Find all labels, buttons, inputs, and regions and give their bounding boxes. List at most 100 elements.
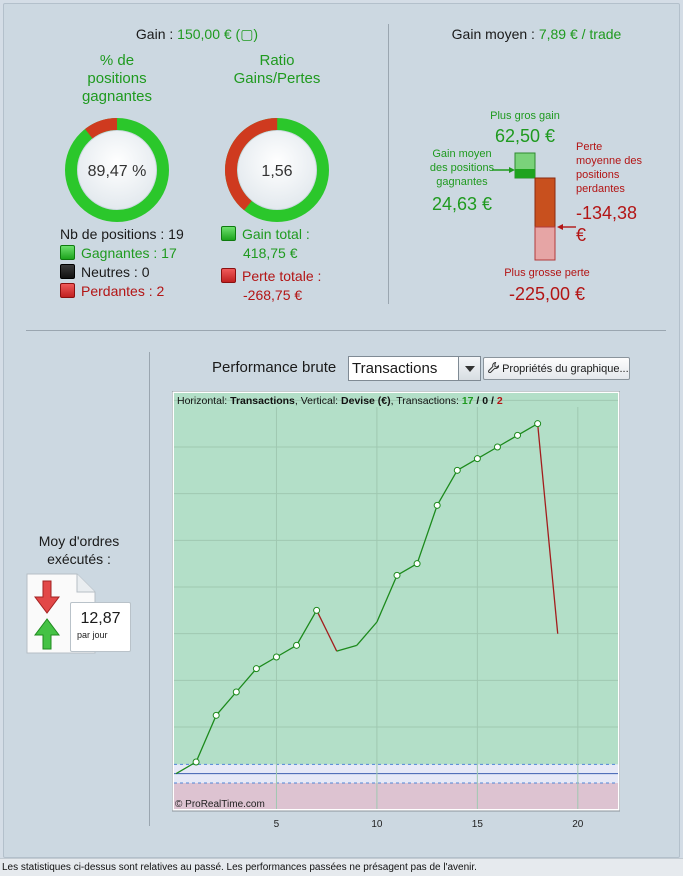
data-point[interactable] (413, 560, 421, 568)
red-square-icon (60, 283, 75, 298)
gain-segment (477, 446, 498, 460)
data-point[interactable] (293, 641, 301, 649)
v-label: , Vertical: (295, 395, 338, 407)
donut-center (78, 131, 156, 209)
data-point[interactable] (313, 606, 321, 614)
data-point[interactable] (534, 420, 542, 428)
gain-label: Gain : (135, 26, 174, 42)
avg-win-value: 24,63 € (431, 194, 493, 214)
ratio-donut: 1,56 (225, 118, 329, 222)
gain-segment (376, 575, 398, 623)
disclaimer-footer: Les statistiques ci-dessus sont relative… (0, 858, 683, 876)
neutral-row: Neutres : 0 (60, 263, 149, 282)
data-point[interactable] (192, 758, 200, 766)
loss-segment (536, 423, 559, 634)
total-gain-value: 418,75 € (243, 245, 298, 261)
arrow-left-icon (557, 224, 563, 230)
watermark: © ProRealTime.com (175, 799, 265, 810)
chart-mode-select[interactable]: Transactions (348, 356, 481, 381)
gain-segment (517, 423, 538, 436)
ratio-value: 1,56 (261, 163, 292, 180)
gain-segment (276, 644, 297, 658)
data-point[interactable] (232, 688, 240, 696)
green-square-icon (221, 226, 236, 241)
best-gain-value: 62,50 € (494, 126, 556, 146)
chevron-down-icon[interactable] (458, 357, 480, 380)
avg-gain-value: 7,89 € / trade (538, 26, 622, 42)
gain-segment (336, 644, 358, 652)
avg-win-bar (515, 169, 535, 178)
data-point[interactable] (433, 501, 441, 509)
t-sep2: / (488, 395, 497, 407)
t-neutral: 0 (482, 395, 488, 407)
t-green: 17 (462, 395, 474, 407)
avg-gain-label: Gain moyen : (451, 26, 535, 42)
x-tick-label: 20 (572, 819, 584, 830)
worst-loss-value: -225,00 € (508, 284, 586, 304)
gain-value: 150,00 € (▢) (177, 26, 259, 42)
data-point[interactable] (453, 466, 461, 474)
vertical-divider (388, 24, 389, 304)
left-column-divider (149, 352, 150, 826)
worst-loss-bar (534, 226, 556, 261)
gain-segment (416, 505, 438, 564)
chart-properties-button[interactable]: Propriétés du graphique... (483, 357, 630, 380)
losers-row: Perdantes : 2 (60, 282, 164, 301)
positions-count: Nb de positions : 19 (60, 226, 184, 242)
total-loss: Perte totale : (221, 267, 321, 286)
t-label: , Transactions: (391, 395, 459, 407)
t-red: 2 (497, 395, 503, 407)
ratio-center (238, 131, 316, 209)
gain-segment (497, 434, 518, 448)
gain-segment (256, 656, 277, 670)
arrow-up-icon (34, 618, 60, 650)
winning-pct-value: 89,47 % (88, 163, 147, 180)
data-point[interactable] (252, 665, 260, 673)
performance-chart[interactable]: 50100150200250300350400510152015010-10 H… (172, 391, 620, 830)
worst-loss-label: Plus grosse perte (504, 267, 590, 279)
gain-segment (195, 715, 217, 763)
avg-loss-label: Perte moyenne des positions perdantes (576, 141, 643, 195)
green-square-icon (60, 245, 75, 260)
h-value: Transactions (230, 395, 295, 407)
gain-segment (456, 458, 478, 471)
data-point[interactable] (514, 431, 522, 439)
gain-segment (235, 668, 257, 693)
gain-loss-bar-diagram (492, 152, 576, 261)
orders-unit: par jour (77, 630, 108, 640)
arrow-right-icon (509, 167, 515, 173)
select-value: Transactions (352, 360, 438, 377)
avg-win-label: Gain moyen des positions gagnantes (429, 148, 495, 188)
orders-card: 12,87 par jour (70, 602, 131, 652)
x-tick-label: 10 (371, 819, 383, 830)
gain-segment (175, 761, 197, 775)
orders-label: Moy d'ordres exécutés : (38, 533, 120, 567)
chart-header: Horizontal: Transactions, Vertical: Devi… (177, 395, 503, 407)
red-square-icon (221, 268, 236, 283)
gain-segment (436, 470, 458, 506)
ratio-title: Ratio Gains/Pertes (233, 52, 321, 87)
data-point[interactable] (393, 571, 401, 579)
gain-segment (356, 621, 378, 646)
x-tick-label: 15 (472, 819, 484, 830)
performance-label: Performance brute (212, 359, 337, 376)
gain-segment (295, 610, 318, 646)
positive-zone (174, 393, 618, 774)
avg-loss-value: -134,38 € (576, 203, 638, 245)
winners-row: Gagnantes : 17 (60, 244, 177, 263)
data-point[interactable] (473, 455, 481, 463)
data-point[interactable] (272, 653, 280, 661)
chart-svg[interactable]: 50100150200250300350400510152015010-10 H… (172, 391, 620, 831)
gain-segment (396, 563, 418, 576)
avg-gain-summary: Gain moyen : 7,89 € / trade (392, 26, 681, 42)
t-sep1: / (474, 395, 483, 407)
orders-value: 12,87 (80, 610, 121, 627)
avg-loss-bar (534, 177, 556, 228)
data-point[interactable] (212, 711, 220, 719)
gain-summary: Gain : 150,00 € (▢) (4, 26, 390, 43)
winning-pct-title: % de positions gagnantes (81, 52, 153, 105)
best-gain-label: Plus gros gain (490, 110, 560, 122)
gain-segment (215, 691, 237, 716)
data-point[interactable] (493, 443, 501, 451)
h-label: Horizontal: (177, 395, 227, 407)
